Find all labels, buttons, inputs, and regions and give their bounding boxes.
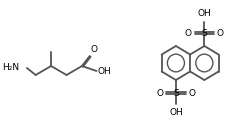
Text: OH: OH xyxy=(98,67,111,75)
Text: OH: OH xyxy=(169,108,183,117)
Text: O: O xyxy=(156,89,163,97)
Text: H₂N: H₂N xyxy=(2,64,19,72)
Text: O: O xyxy=(217,29,224,37)
Text: S: S xyxy=(202,29,207,37)
Text: OH: OH xyxy=(198,9,211,18)
Text: O: O xyxy=(91,45,98,54)
Text: S: S xyxy=(173,89,179,97)
Text: O: O xyxy=(185,29,192,37)
Text: O: O xyxy=(188,89,196,97)
